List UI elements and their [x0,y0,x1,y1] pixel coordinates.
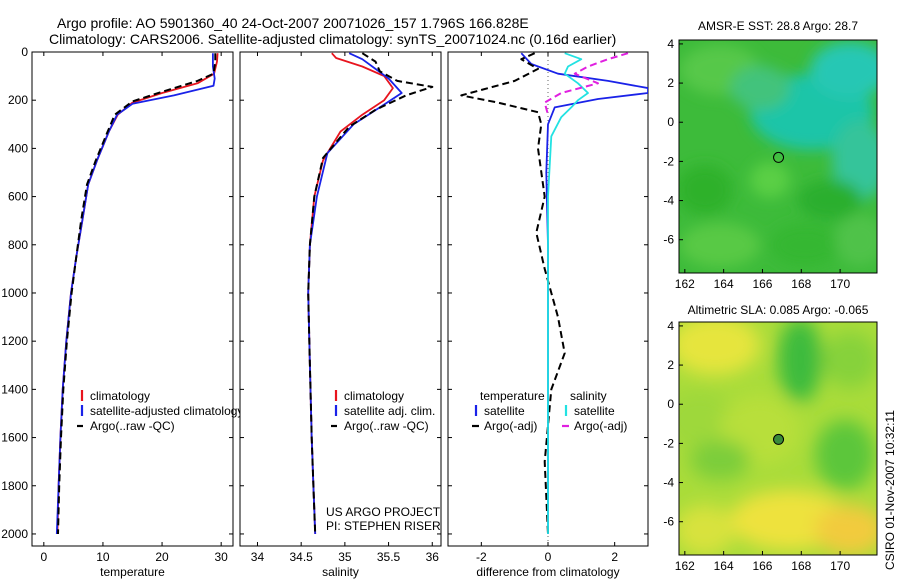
x-axis-label: difference from climatology [476,565,619,579]
x-tick-label: 2 [611,550,618,564]
y-tick-label: 600 [8,190,28,204]
map-x-tick-label: 164 [714,559,734,573]
legend-label: Argo(-adj) [484,419,537,433]
map-y-tick-label: -2 [663,154,674,168]
map-y-tick-label: 2 [667,76,674,90]
plot-frame [31,51,234,547]
x-tick-label: -2 [476,550,487,564]
sla-map-axes: 162 164 166 168 170 4 2 0 -2 -4 -6 [663,319,850,573]
project-annotation: PI: STEPHEN RISER [326,519,441,533]
x-tick-label: 20 [155,550,169,564]
legend-label: salinity [570,389,607,403]
map-x-tick-label: 168 [791,277,811,291]
x-axis-label: salinity [322,565,359,579]
sla-map-frame [678,321,878,556]
salinity-panel: 34 34.5 35 35.5 36 salinity climatologysatelli… [239,51,442,579]
y-tick-label: 1800 [1,479,28,493]
x-tick-label: 0 [545,550,552,564]
sst-argo-marker [773,151,785,163]
sst-map-axes: 162 164 166 168 170 4 2 0 -2 -4 -6 [663,37,850,291]
legend-label: Argo(-adj) [574,419,627,433]
sla-map-title: Altimetric SLA: 0.085 Argo: -0.065 [688,303,869,317]
map-x-tick-label: 164 [714,277,734,291]
sla-map-panel: Altimetric SLA: 0.085 Argo: -0.065 162 16… [663,303,878,573]
legend-label: satellite [574,404,615,418]
map-x-tick-label: 170 [830,559,850,573]
y-tick-label: 2000 [1,527,28,541]
x-tick-label: 10 [96,550,110,564]
map-x-tick-label: 168 [791,559,811,573]
legend-label: Argo(..raw -QC) [90,419,175,433]
x-tick-label: 34.5 [289,550,313,564]
x-tick-label: 36 [426,550,440,564]
map-y-tick-label: -6 [663,515,674,529]
legend-label: satellite [484,404,525,418]
map-x-tick-label: 170 [830,277,850,291]
map-y-tick-label: -6 [663,233,674,247]
legend-label: climatology [90,389,150,403]
x-tick-label: 30 [214,550,228,564]
timestamp-stamp: CSIRO 01-Nov-2007 10:32:11 [883,410,897,570]
y-tick-label: 1000 [1,286,28,300]
legend-label: climatology [344,389,404,403]
sst-map-frame [678,39,878,274]
y-tick-label: 1400 [1,382,28,396]
map-y-tick-label: 4 [667,319,674,333]
figure-title-line2: Climatology: CARS2006. Satellite-adjuste… [49,31,616,47]
x-tick-label: 35.5 [377,550,401,564]
map-x-tick-label: 166 [752,277,772,291]
series-line-sat [307,52,403,535]
map-y-tick-label: -2 [663,436,674,450]
figure-title-line1: Argo profile: AO 5901360_40 24-Oct-2007 … [57,15,529,31]
map-x-tick-label: 162 [675,559,695,573]
temperature-panel: 0 10 20 30 temperature 0 200 400 600 800 1000 1200 1… [1,45,243,579]
y-tick-label: 400 [8,141,28,155]
map-y-tick-label: -4 [663,194,674,208]
legend-label: Argo(..raw -QC) [344,419,429,433]
map-y-tick-label: 0 [667,397,674,411]
series-line-s_argo [543,52,629,115]
series-line-s_sat [547,52,589,534]
y-tick-label: 1200 [1,334,28,348]
sla-argo-marker [773,433,785,445]
map-y-tick-label: 0 [667,115,674,129]
map-y-tick-label: 4 [667,37,674,51]
sst-map-title: AMSR-E SST: 28.8 Argo: 28.7 [698,19,858,33]
map-x-tick-label: 162 [675,277,695,291]
legend-label: satellite-adjusted climatology [90,404,243,418]
sla-heatmap [679,322,877,555]
sst-map-panel: AMSR-E SST: 28.8 Argo: 28.7 162 164 166 168… [663,19,878,291]
project-annotation: US ARGO PROJECT [326,505,441,519]
series-line-t_argo [460,52,566,535]
map-y-tick-label: 2 [667,358,674,372]
legend-label: satellite adj. clim. [344,404,435,418]
y-tick-label: 200 [8,93,28,107]
y-tick-label: 0 [21,45,28,59]
series-line-argo [307,52,434,535]
x-tick-label: 34 [251,550,265,564]
plot-frame [239,51,442,547]
y-tick-label: 1600 [1,431,28,445]
x-tick-label: 35 [338,550,352,564]
legend-label: temperature [480,389,545,403]
series-line-argo [57,53,217,535]
map-y-tick-label: -4 [663,476,674,490]
y-tick-label: 800 [8,238,28,252]
map-x-tick-label: 166 [752,559,772,573]
sst-heatmap [679,40,877,273]
x-tick-label: 0 [40,550,47,564]
x-axis-label: temperature [100,565,165,579]
